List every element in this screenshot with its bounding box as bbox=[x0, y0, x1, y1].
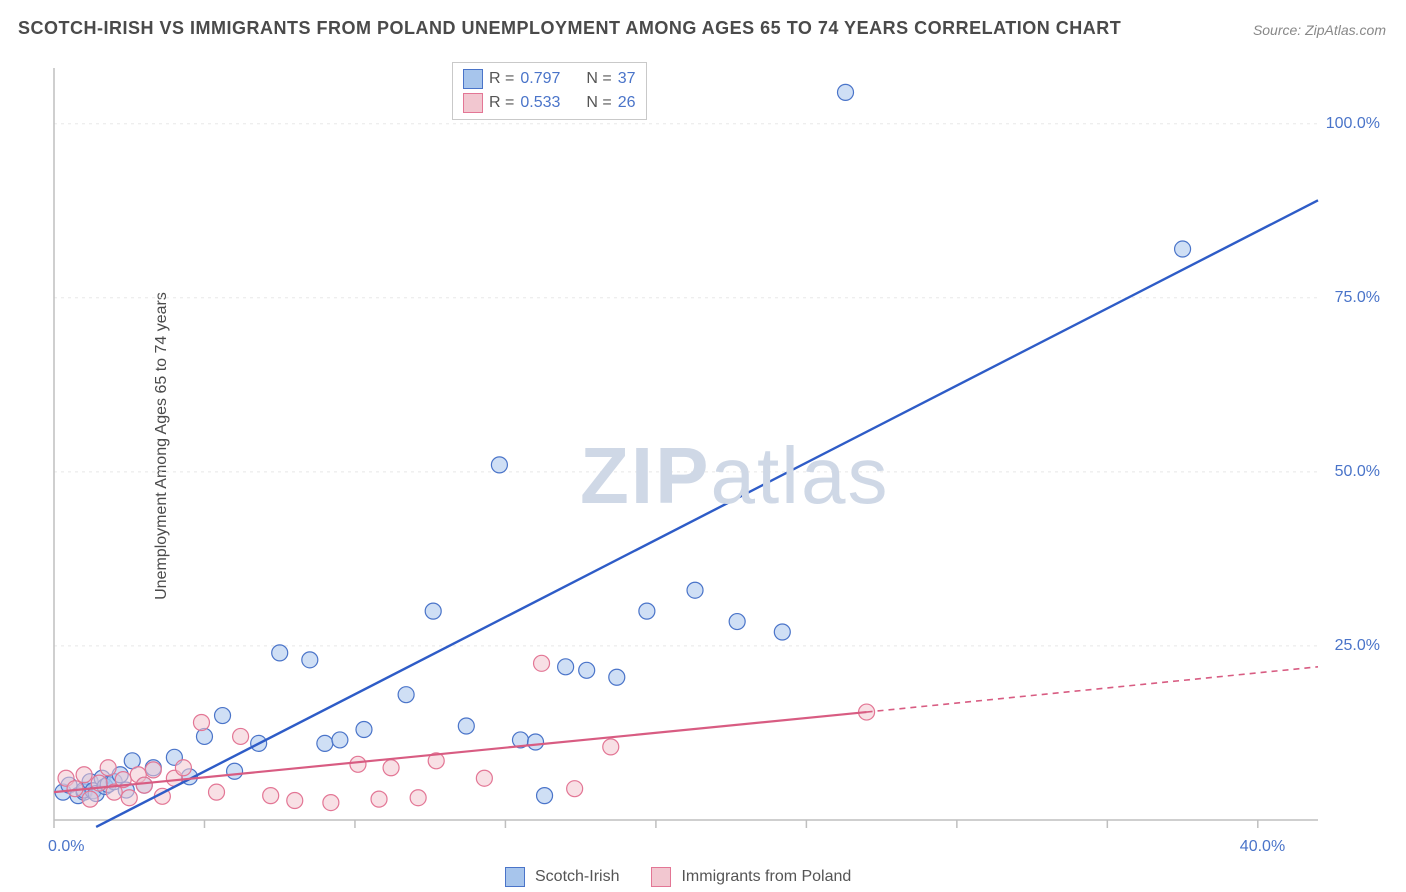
stats-row: R = 0.797 N = 37 bbox=[463, 67, 636, 91]
stats-legend-box: R = 0.797 N = 37 R = 0.533 N = 26 bbox=[452, 62, 647, 120]
stat-r-label: R = bbox=[489, 94, 514, 112]
source-name: ZipAtlas.com bbox=[1305, 22, 1386, 38]
chart-title: SCOTCH-IRISH VS IMMIGRANTS FROM POLAND U… bbox=[18, 18, 1121, 39]
x-tick-label: 40.0% bbox=[1240, 838, 1285, 856]
plot-area: R = 0.797 N = 37 R = 0.533 N = 26 ZIPatlas 25.0… bbox=[50, 60, 1388, 860]
y-tick-label: 25.0% bbox=[1335, 637, 1380, 655]
stat-n-label: N = bbox=[586, 70, 611, 88]
stat-n-value: 37 bbox=[618, 70, 636, 88]
source-prefix: Source: bbox=[1253, 22, 1305, 38]
source-credit: Source: ZipAtlas.com bbox=[1253, 22, 1386, 38]
y-tick-label: 100.0% bbox=[1326, 115, 1380, 133]
stats-row: R = 0.533 N = 26 bbox=[463, 91, 636, 115]
stat-r-label: R = bbox=[489, 70, 514, 88]
stat-n-value: 26 bbox=[618, 94, 636, 112]
legend-label: Scotch-Irish bbox=[535, 868, 619, 886]
stat-n-label: N = bbox=[586, 94, 611, 112]
legend-label: Immigrants from Poland bbox=[681, 868, 851, 886]
series-swatch bbox=[463, 69, 483, 89]
watermark: ZIPatlas bbox=[580, 430, 889, 522]
stat-r-value: 0.533 bbox=[520, 94, 560, 112]
legend-swatch bbox=[505, 867, 525, 887]
series-swatch bbox=[463, 93, 483, 113]
x-tick-label: 0.0% bbox=[48, 838, 84, 856]
watermark-zip: ZIP bbox=[580, 431, 710, 520]
stat-r-value: 0.797 bbox=[520, 70, 560, 88]
y-tick-label: 75.0% bbox=[1335, 289, 1380, 307]
bottom-legend: Scotch-Irish Immigrants from Poland bbox=[505, 867, 873, 887]
watermark-atlas: atlas bbox=[710, 431, 889, 520]
y-tick-label: 50.0% bbox=[1335, 463, 1380, 481]
legend-swatch bbox=[651, 867, 671, 887]
